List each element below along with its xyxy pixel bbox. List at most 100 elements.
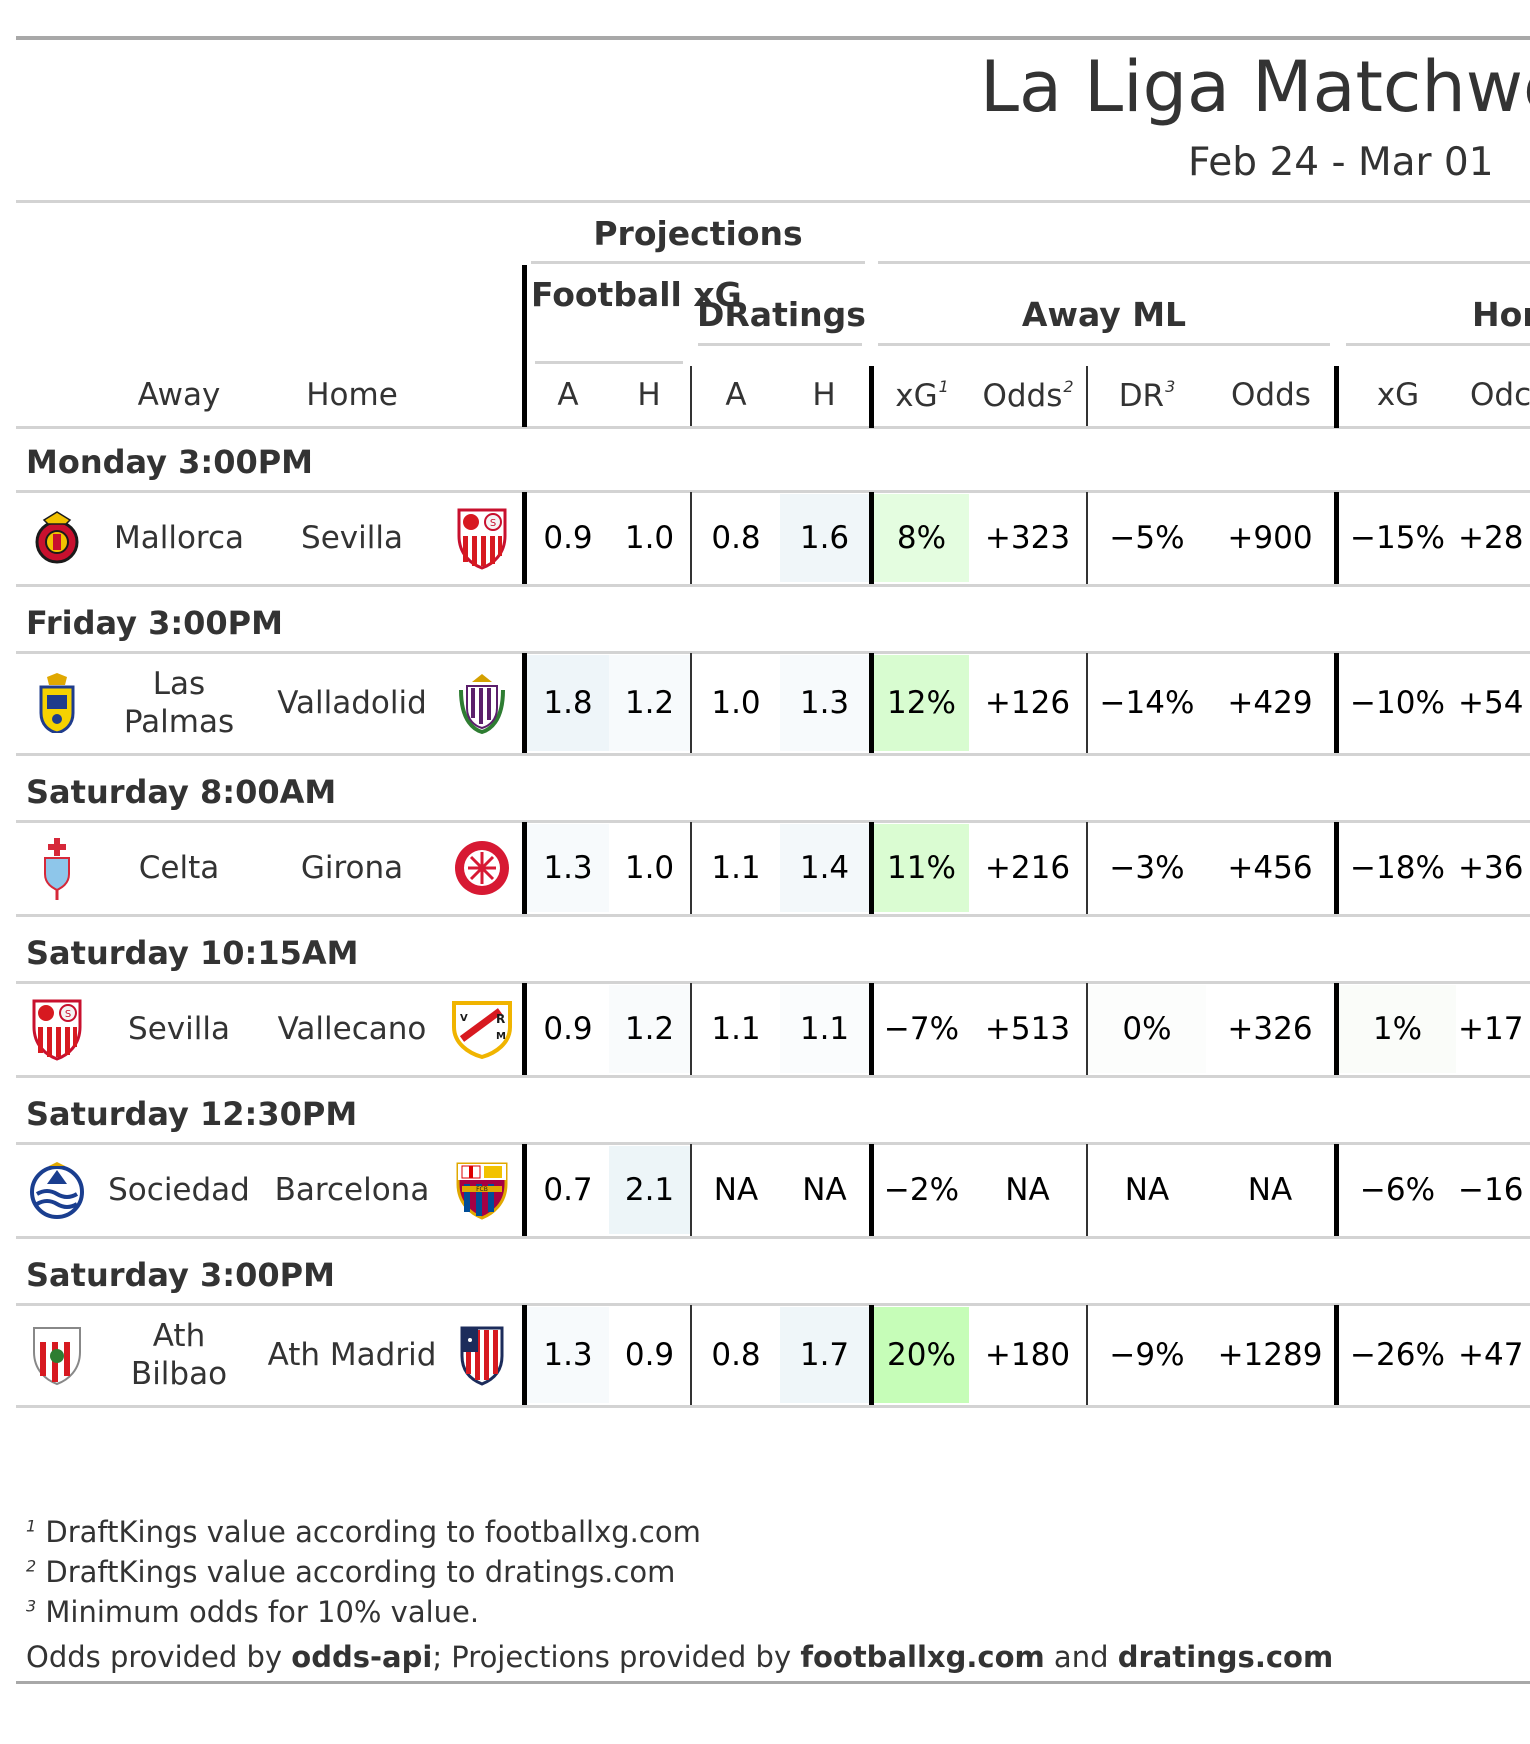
cell-a-xg: −7% [874,985,969,1073]
sevilla-crest-icon: S [447,492,517,584]
cell-fxg-a: 0.9 [527,985,609,1073]
group-label: Saturday 8:00AM [26,773,337,811]
cell-fxg-h: 1.2 [609,655,690,751]
home-team-name: Barcelona [274,1172,430,1208]
row-sep-3 [869,492,874,584]
cell-fxg-h: 2.1 [609,1146,690,1234]
footnote-2: 2 DraftKings value according to dratings… [26,1555,675,1589]
row-rule [16,1405,1530,1408]
spanner-home-ml: Hor [1472,295,1530,334]
row-sep-4 [1086,1305,1088,1405]
cell-h-xg: 1% [1339,985,1456,1073]
row-sep-5 [1334,492,1339,584]
source-footballxg: footballxg.com [800,1640,1045,1674]
header-sep-4 [1086,366,1088,426]
cell-a-odds: +323 [969,494,1086,582]
cell-fxg-h: 1.0 [609,494,690,582]
cell-h-odds: +28 [1458,494,1530,582]
cell-dr-a: 1.1 [692,985,780,1073]
sevilla-crest-icon: S [24,983,90,1075]
cell-h-odds: +47 [1458,1307,1530,1403]
away-team-name: Sevilla [128,1011,230,1047]
cell-h-odds: +17 [1458,985,1530,1073]
row-sep-2 [690,822,692,914]
group-rule [16,651,1530,654]
home-team-name: Ath Madrid [267,1337,437,1373]
col-fxg-h: H [637,377,661,413]
athletic-bilbao-crest-icon [24,1305,90,1405]
row-sep-5 [1334,1305,1339,1405]
cell-a-odds: +180 [969,1307,1086,1403]
row-sep-2 [690,983,692,1075]
cell-fxg-a: 1.3 [527,824,609,912]
col-dr-a: A [725,377,747,413]
cell-dr-h: 1.1 [780,985,869,1073]
group-rule [16,490,1530,493]
sociedad-crest-icon [24,1144,90,1236]
cell-fxg-h: 1.2 [609,985,690,1073]
cell-h-odds: +36 [1458,824,1530,912]
cell-a-odds2: +326 [1206,985,1334,1073]
row-sep-5 [1334,822,1339,914]
cell-h-xg: −15% [1339,494,1456,582]
group-rule [16,820,1530,823]
row-sep-3 [869,1144,874,1236]
atletico-madrid-crest-icon [447,1305,517,1405]
cell-a-dr: NA [1088,1146,1206,1234]
cell-dr-a: NA [692,1146,780,1234]
svg-text:S: S [490,518,496,529]
group-label: Saturday 10:15AM [26,934,359,972]
col-away-dr-label: DR [1118,378,1165,414]
cell-a-dr: −3% [1088,824,1206,912]
source-text-3: and [1044,1640,1118,1674]
cell-a-odds: NA [969,1146,1086,1234]
row-sep-3 [869,1305,874,1405]
cell-h-xg: −10% [1339,655,1456,751]
cell-fxg-h: 1.0 [609,824,690,912]
row-sep-5 [1334,653,1339,753]
cell-fxg-a: 1.8 [527,655,609,751]
cell-a-odds2: +429 [1206,655,1334,751]
spanner-away-ml: Away ML [1021,295,1187,334]
group-label: Friday 3:00PM [26,604,283,642]
group-label: Monday 3:00PM [26,443,314,481]
svg-text:V: V [460,1013,468,1024]
row-sep-2 [690,492,692,584]
las-palmas-crest-icon [24,653,90,753]
home-team-name: Vallecano [277,1011,427,1047]
group-rule [16,1142,1530,1145]
cell-a-odds: +126 [969,655,1086,751]
cell-h-odds: −16 [1458,1146,1530,1234]
svg-text:S: S [65,1009,71,1020]
group-rule [16,1303,1530,1306]
cell-dr-h: 1.3 [780,655,869,751]
col-away-odds2: Odds [1231,377,1311,413]
cell-fxg-a: 1.3 [527,1307,609,1403]
row-sep-1 [522,822,527,914]
row-sep-1 [522,1144,527,1236]
row-rule [16,1236,1530,1239]
svg-text:R: R [496,1012,505,1026]
spanner-dratings-rule [698,343,862,346]
girona-crest-icon [447,822,517,914]
cell-dr-a: 0.8 [692,1307,780,1403]
col-away-xg-footnote-mark: 1 [938,377,949,396]
cell-a-xg: 8% [874,494,969,582]
footnote-3-mark: 3 [26,1596,37,1616]
header-sep-1 [522,265,527,427]
row-sep-4 [1086,653,1088,753]
cell-dr-h: 1.7 [780,1307,869,1403]
col-away-odds-label: Odds [982,378,1063,414]
valladolid-crest-icon [447,653,517,753]
barcelona-crest-icon: FCB [447,1144,517,1236]
row-sep-4 [1086,1144,1088,1236]
col-away-odds: Odds2 [969,377,1087,414]
row-sep-4 [1086,822,1088,914]
col-home-odds: Odc [1470,377,1530,413]
cell-a-odds2: +1289 [1206,1307,1334,1403]
row-sep-3 [869,653,874,753]
cell-h-xg: −18% [1339,824,1456,912]
cell-a-odds2: +900 [1206,494,1334,582]
row-sep-2 [690,653,692,753]
